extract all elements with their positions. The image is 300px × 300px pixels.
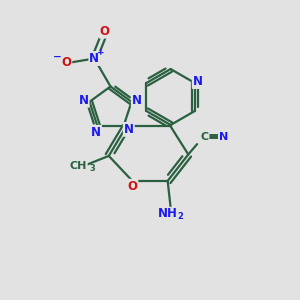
Text: CH: CH bbox=[70, 161, 87, 171]
Text: 3: 3 bbox=[89, 164, 95, 173]
Text: NH: NH bbox=[158, 207, 178, 220]
Text: N: N bbox=[132, 94, 142, 107]
Text: N: N bbox=[124, 123, 134, 136]
Text: N: N bbox=[79, 94, 88, 107]
Text: N: N bbox=[89, 52, 99, 65]
Text: C: C bbox=[200, 132, 208, 142]
Text: O: O bbox=[100, 25, 110, 38]
Text: −: − bbox=[53, 52, 62, 61]
Text: N: N bbox=[219, 132, 228, 142]
Text: O: O bbox=[61, 56, 71, 69]
Text: N: N bbox=[91, 126, 101, 139]
Text: N: N bbox=[193, 75, 203, 88]
Text: +: + bbox=[97, 47, 105, 56]
Text: O: O bbox=[127, 180, 137, 193]
Text: 2: 2 bbox=[177, 212, 183, 221]
